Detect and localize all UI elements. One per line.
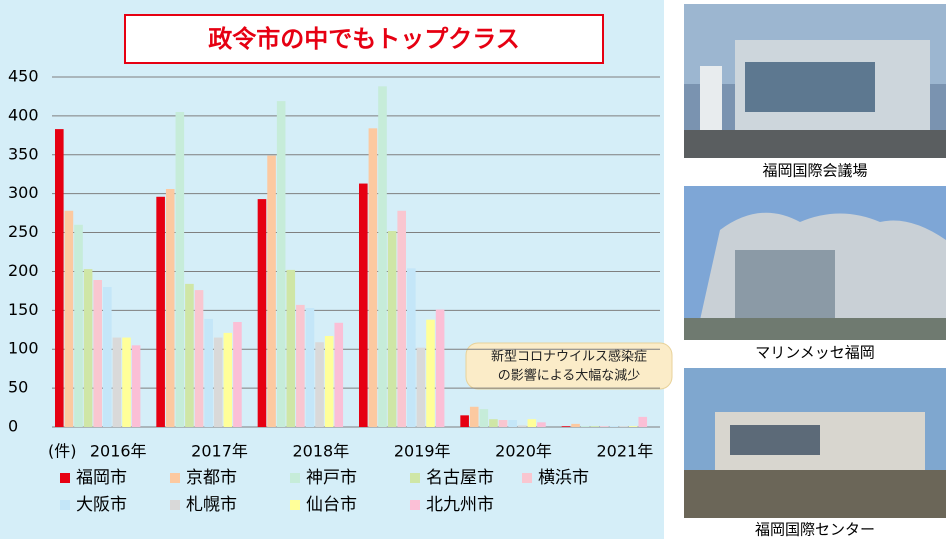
bar — [315, 342, 324, 427]
x-tick-label: 2018年 — [292, 442, 349, 461]
y-tick-label: 200 — [8, 261, 39, 280]
y-tick-label: 400 — [8, 105, 39, 124]
bar — [571, 424, 580, 427]
bar — [508, 420, 517, 427]
chart-title: 政令市の中でもトップクラス — [208, 25, 520, 53]
bar — [334, 323, 343, 427]
bar — [378, 86, 387, 427]
bar — [267, 156, 276, 427]
legend-swatch — [410, 473, 420, 483]
bar — [166, 189, 175, 427]
page: 政令市の中でもトップクラス 新型コロナウイルス感染症 の影響による大幅な減少 (… — [0, 0, 950, 539]
bar — [224, 333, 233, 427]
bar — [407, 268, 416, 427]
bar — [176, 112, 185, 427]
y-tick-label: 150 — [8, 300, 39, 319]
bar — [195, 290, 204, 427]
bar — [93, 280, 102, 427]
photo-caption: 福岡国際センター — [755, 521, 875, 539]
bar — [397, 211, 406, 427]
bar — [359, 184, 368, 427]
bar — [214, 338, 223, 427]
bar — [296, 305, 305, 427]
legend-label: 横浜市 — [538, 468, 589, 488]
x-tick-label: 2019年 — [394, 442, 451, 461]
photo-caption: マリンメッセ福岡 — [755, 344, 875, 362]
y-tick-label: 0 — [8, 417, 18, 436]
y-tick-label: 100 — [8, 339, 39, 358]
bar — [369, 128, 378, 427]
bar — [528, 419, 537, 427]
bar — [426, 320, 435, 427]
bar — [489, 419, 498, 427]
bar — [65, 211, 74, 427]
y-tick-label: 250 — [8, 222, 39, 241]
bar — [74, 225, 83, 427]
photo — [684, 4, 946, 158]
bar — [156, 197, 165, 427]
legend-swatch — [60, 473, 70, 483]
bar — [233, 322, 242, 427]
legend-swatch — [410, 500, 420, 510]
bar — [122, 338, 131, 427]
bar — [103, 287, 112, 427]
bar — [277, 101, 286, 427]
bar — [537, 422, 546, 427]
bar — [258, 199, 267, 427]
bar — [581, 426, 590, 427]
x-tick-label: 2020年 — [495, 442, 552, 461]
legend-label: 福岡市 — [76, 468, 127, 488]
bar — [638, 417, 647, 427]
bar — [619, 426, 628, 427]
photo — [684, 186, 946, 340]
legend-swatch — [290, 500, 300, 510]
bar — [286, 270, 295, 427]
legend-swatch — [170, 473, 180, 483]
photo — [684, 368, 946, 518]
bar — [590, 426, 599, 427]
bar — [600, 426, 609, 427]
bar — [325, 336, 334, 427]
y-unit: (件) — [48, 442, 77, 461]
bar — [84, 269, 93, 427]
x-tick-label: 2016年 — [90, 442, 147, 461]
bar — [185, 284, 194, 427]
legend-swatch — [60, 500, 70, 510]
bar — [460, 415, 469, 427]
legend-label: 大阪市 — [76, 495, 127, 515]
bar — [132, 345, 141, 427]
bar — [518, 425, 527, 427]
bar — [436, 310, 445, 427]
x-tick-label: 2017年 — [191, 442, 248, 461]
bar — [629, 426, 638, 427]
bar — [610, 426, 619, 427]
bar — [113, 338, 122, 427]
legend-swatch — [522, 473, 532, 483]
legend-swatch — [170, 500, 180, 510]
y-tick-label: 350 — [8, 144, 39, 163]
annotation: 新型コロナウイルス感染症 — [491, 349, 647, 365]
y-tick-label: 300 — [8, 183, 39, 202]
bar — [388, 231, 397, 427]
legend-swatch — [290, 473, 300, 483]
photo-caption: 福岡国際会議場 — [762, 162, 867, 180]
legend-label: 札幌市 — [186, 495, 237, 515]
bar — [499, 420, 508, 427]
y-tick-label: 450 — [8, 67, 39, 86]
legend-label: 名古屋市 — [426, 468, 494, 488]
bar — [562, 426, 571, 427]
y-tick-label: 50 — [8, 378, 28, 397]
legend-label: 北九州市 — [426, 495, 494, 515]
bar — [306, 308, 315, 427]
bar — [480, 409, 489, 427]
bar — [470, 407, 479, 427]
legend-label: 仙台市 — [306, 495, 357, 515]
bar — [417, 348, 426, 427]
annotation: の影響による大幅な減少 — [498, 368, 641, 384]
bar — [204, 319, 213, 427]
legend-label: 京都市 — [186, 468, 237, 488]
legend-label: 神戸市 — [306, 468, 357, 488]
x-tick-label: 2021年 — [596, 442, 653, 461]
bar — [55, 129, 64, 427]
